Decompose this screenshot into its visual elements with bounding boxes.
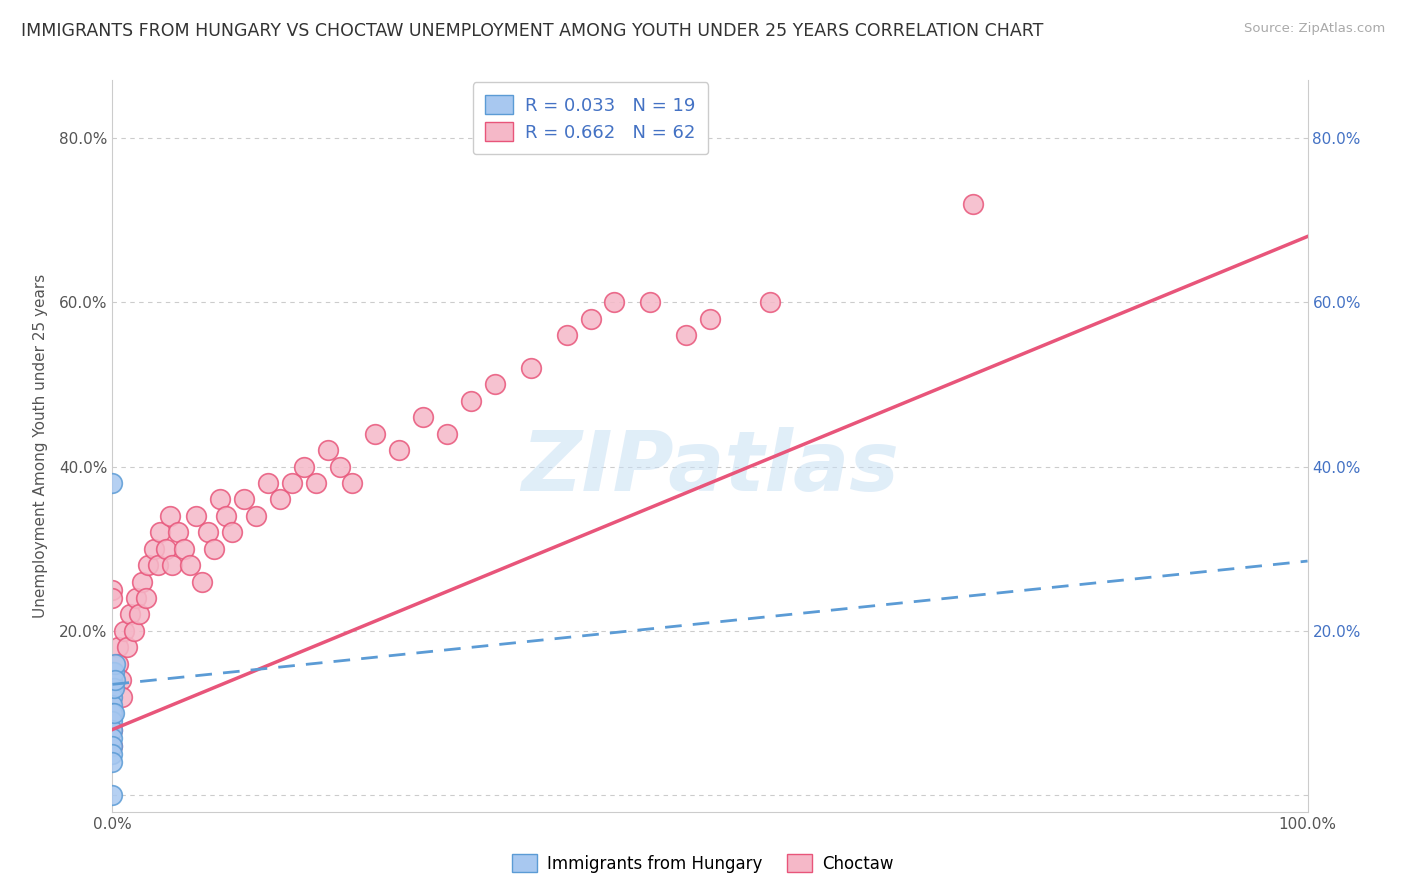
Point — [460, 393, 482, 408]
Point — [101, 756, 124, 770]
Point — [131, 574, 153, 589]
Point — [179, 558, 201, 573]
Point — [122, 624, 145, 638]
Point — [101, 714, 124, 729]
Point — [257, 475, 280, 490]
Point — [103, 665, 125, 679]
Point — [603, 295, 626, 310]
Point — [675, 328, 697, 343]
Point — [484, 377, 506, 392]
Point — [186, 508, 208, 523]
Point — [155, 541, 177, 556]
Point — [101, 673, 124, 688]
Point — [101, 706, 124, 720]
Point — [436, 426, 458, 441]
Point — [101, 673, 124, 688]
Point — [101, 739, 124, 753]
Text: ZIPatlas: ZIPatlas — [522, 427, 898, 508]
Point — [101, 475, 124, 490]
Point — [555, 328, 578, 343]
Point — [101, 731, 124, 745]
Point — [316, 443, 339, 458]
Point — [101, 591, 124, 605]
Point — [110, 673, 132, 688]
Point — [159, 508, 181, 523]
Point — [103, 681, 125, 696]
Point — [412, 410, 434, 425]
Point — [281, 475, 304, 490]
Point — [114, 624, 135, 638]
Point — [173, 541, 195, 556]
Point — [101, 698, 124, 712]
Point — [579, 311, 602, 326]
Point — [107, 657, 129, 671]
Point — [215, 508, 238, 523]
Point — [120, 607, 142, 622]
Y-axis label: Unemployment Among Youth under 25 years: Unemployment Among Youth under 25 years — [32, 274, 48, 618]
Text: IMMIGRANTS FROM HUNGARY VS CHOCTAW UNEMPLOYMENT AMONG YOUTH UNDER 25 YEARS CORRE: IMMIGRANTS FROM HUNGARY VS CHOCTAW UNEMP… — [21, 22, 1043, 40]
Point — [101, 747, 124, 762]
Legend: R = 0.033   N = 19, R = 0.662   N = 62: R = 0.033 N = 19, R = 0.662 N = 62 — [472, 82, 709, 154]
Point — [115, 640, 138, 655]
Point — [221, 525, 243, 540]
Point — [101, 789, 124, 803]
Point — [329, 459, 352, 474]
Legend: Immigrants from Hungary, Choctaw: Immigrants from Hungary, Choctaw — [505, 847, 901, 880]
Point — [101, 681, 124, 696]
Point — [101, 723, 124, 737]
Point — [759, 295, 782, 310]
Point — [103, 706, 125, 720]
Point — [104, 657, 127, 671]
Point — [233, 492, 256, 507]
Point — [143, 541, 166, 556]
Point — [101, 665, 124, 679]
Point — [209, 492, 232, 507]
Point — [111, 690, 134, 704]
Point — [138, 558, 160, 573]
Point — [245, 508, 267, 523]
Point — [202, 541, 225, 556]
Point — [305, 475, 328, 490]
Point — [107, 640, 129, 655]
Point — [292, 459, 315, 474]
Point — [101, 690, 124, 704]
Point — [104, 673, 127, 688]
Point — [699, 311, 721, 326]
Point — [191, 574, 214, 589]
Point — [162, 558, 183, 573]
Point — [101, 723, 124, 737]
Point — [146, 558, 169, 573]
Point — [149, 525, 172, 540]
Point — [269, 492, 291, 507]
Point — [101, 665, 124, 679]
Point — [101, 739, 124, 753]
Point — [388, 443, 411, 458]
Point — [167, 525, 190, 540]
Point — [197, 525, 219, 540]
Point — [340, 475, 363, 490]
Text: Source: ZipAtlas.com: Source: ZipAtlas.com — [1244, 22, 1385, 36]
Point — [520, 360, 543, 375]
Point — [125, 591, 148, 605]
Point — [135, 591, 157, 605]
Point — [101, 582, 124, 597]
Point — [962, 196, 984, 211]
Point — [364, 426, 387, 441]
Point — [101, 706, 124, 720]
Point — [640, 295, 662, 310]
Point — [128, 607, 150, 622]
Point — [101, 690, 124, 704]
